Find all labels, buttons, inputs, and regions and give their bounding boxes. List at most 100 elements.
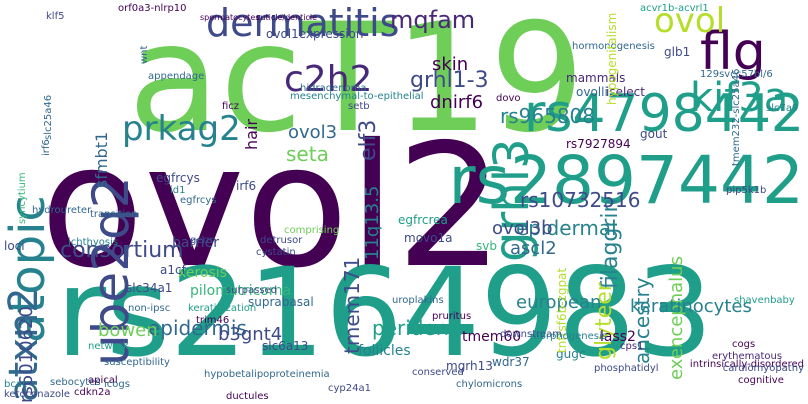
- cloud-word: c2h2: [284, 59, 373, 100]
- cloud-word: svb: [476, 239, 497, 253]
- cloud-word: conserved: [412, 367, 464, 378]
- cloud-word: cdkn2a: [74, 387, 111, 398]
- cloud-word: phosphatidyl: [594, 363, 659, 374]
- cloud-word: non-ipsc: [128, 303, 171, 314]
- cloud-word: setb: [348, 101, 370, 112]
- cloud-word: trim46: [196, 315, 230, 326]
- cloud-word: network: [88, 341, 129, 352]
- cloud-word: dnirf6: [430, 92, 484, 113]
- cloud-word: egfrcys: [156, 171, 200, 185]
- cloud-word: egfrcys: [180, 195, 217, 206]
- cloud-word: tmem60: [462, 329, 522, 345]
- cloud-word: exencephalus: [666, 255, 687, 380]
- cloud-word: uroplakins: [392, 295, 444, 306]
- cloud-word: b3gnt4: [218, 324, 283, 345]
- cloud-word: spermatocytes: [200, 13, 260, 22]
- cloud-word: bowen: [98, 320, 158, 341]
- cloud-word: apical: [88, 375, 118, 386]
- cloud-word: mammals: [566, 71, 626, 85]
- cloud-word: susceptibility: [104, 357, 170, 368]
- cloud-word: rs7927894: [566, 137, 631, 151]
- cloud-word: loci: [4, 239, 25, 253]
- cloud-word: dermatitis: [206, 1, 400, 45]
- cloud-word: acT19: [128, 0, 585, 166]
- cloud-word: barrier: [172, 235, 219, 251]
- cloud-word: hydroureter: [32, 205, 92, 216]
- cloud-word: sebocytes: [50, 377, 101, 388]
- cloud-word: consortium: [60, 238, 184, 263]
- cloud-word: surpassed: [226, 285, 278, 296]
- cloud-word: elf3: [356, 119, 381, 161]
- cloud-word: ichthyosis: [68, 237, 119, 248]
- cloud-word: hypobetalipoproteinemia: [204, 369, 330, 380]
- cloud-word: cognitive: [738, 375, 784, 386]
- cloud-word: a1cf: [160, 263, 186, 277]
- cloud-word: hormonogenesis: [572, 41, 655, 52]
- cloud-word: cystatin: [256, 247, 296, 258]
- cloud-word: keratinization: [188, 303, 257, 314]
- cloud-word: rs10732516: [520, 188, 641, 212]
- cloud-word: ascl2: [510, 238, 557, 259]
- cloud-word: rs2897442: [448, 142, 804, 219]
- cloud-word: movo1a: [404, 231, 453, 245]
- cloud-word: tmem232-slc25a46: [731, 68, 742, 166]
- cloud-word: appendage: [148, 71, 205, 82]
- cloud-word: pruritus: [432, 311, 472, 322]
- cloud-word: detrusor: [260, 235, 303, 246]
- cloud-word: hypogenitalism: [605, 12, 619, 105]
- cloud-word: mesenchymal-to-epithelial: [290, 91, 424, 102]
- cloud-word: irf6: [236, 179, 257, 193]
- cloud-word: ductules: [226, 391, 269, 402]
- cloud-word: cps1: [620, 341, 644, 352]
- cloud-word: erythematous: [712, 351, 783, 362]
- cloud-word: seta: [286, 142, 329, 166]
- cloud-word: skin: [432, 54, 469, 75]
- cloud-word: wdr37: [492, 355, 530, 369]
- cloud-word: transition: [90, 209, 138, 220]
- cloud-word: 11q13.5: [362, 185, 383, 260]
- cloud-word: hair: [242, 119, 261, 151]
- cloud-word: ovol3b: [492, 218, 553, 239]
- cloud-word: wnt: [139, 45, 150, 64]
- cloud-word: glb1: [664, 45, 691, 59]
- cloud-word: downstream: [500, 329, 563, 340]
- cloud-word: slc34a1: [126, 281, 173, 295]
- cloud-word: epidermis: [148, 316, 247, 340]
- cloud-word: sfmbt1: [92, 131, 111, 188]
- cloud-word: xerosis: [178, 265, 227, 281]
- cloud-word: gout: [640, 127, 668, 141]
- cloud-word: bcac: [4, 379, 28, 390]
- cloud-word: orf0a3-nlrp10: [118, 3, 187, 14]
- cloud-word: prkag2: [122, 109, 241, 149]
- cloud-word: lass2: [600, 329, 636, 345]
- cloud-word: irf6: [41, 139, 52, 156]
- cloud-word: cuticle/denticle: [256, 13, 318, 22]
- cloud-word: cyp24a1: [328, 383, 371, 394]
- cloud-word: pip5k1b: [726, 185, 767, 196]
- cloud-word: rs965808: [500, 104, 595, 128]
- cloud-word: follicles: [358, 343, 411, 359]
- cloud-word: flg: [700, 22, 766, 82]
- cloud-word: slc6a13: [262, 339, 309, 353]
- cloud-word: acvr1b-acvrl1: [640, 3, 709, 14]
- cloud-word: rs2164983: [56, 242, 714, 384]
- cloud-word: pilomatricoma: [190, 283, 292, 299]
- cloud-word: periderm: [372, 316, 464, 340]
- cloud-word: keratinocytes: [630, 296, 752, 317]
- cloud-word: morphogenesis: [530, 331, 607, 342]
- cloud-word: intrinsically-disordered: [689, 359, 804, 370]
- cloud-word: comprising: [284, 225, 340, 236]
- cloud-word: id1: [170, 185, 186, 196]
- cloud-word: shavenbaby: [734, 295, 795, 306]
- cloud-word: ficz: [222, 101, 240, 112]
- cloud-word: syncytium: [17, 172, 28, 224]
- cloud-word: mqfam: [390, 6, 476, 34]
- cloud-word: ovol3: [288, 122, 338, 143]
- cloud-word: tmem171: [340, 256, 364, 354]
- cloud-word: iselect: [606, 85, 645, 99]
- cloud-word: ovol: [654, 1, 726, 41]
- cloud-word: chylomicrons: [456, 379, 523, 390]
- cloud-word: icogs: [104, 379, 130, 390]
- cloud-word: grhl1-3: [410, 68, 489, 93]
